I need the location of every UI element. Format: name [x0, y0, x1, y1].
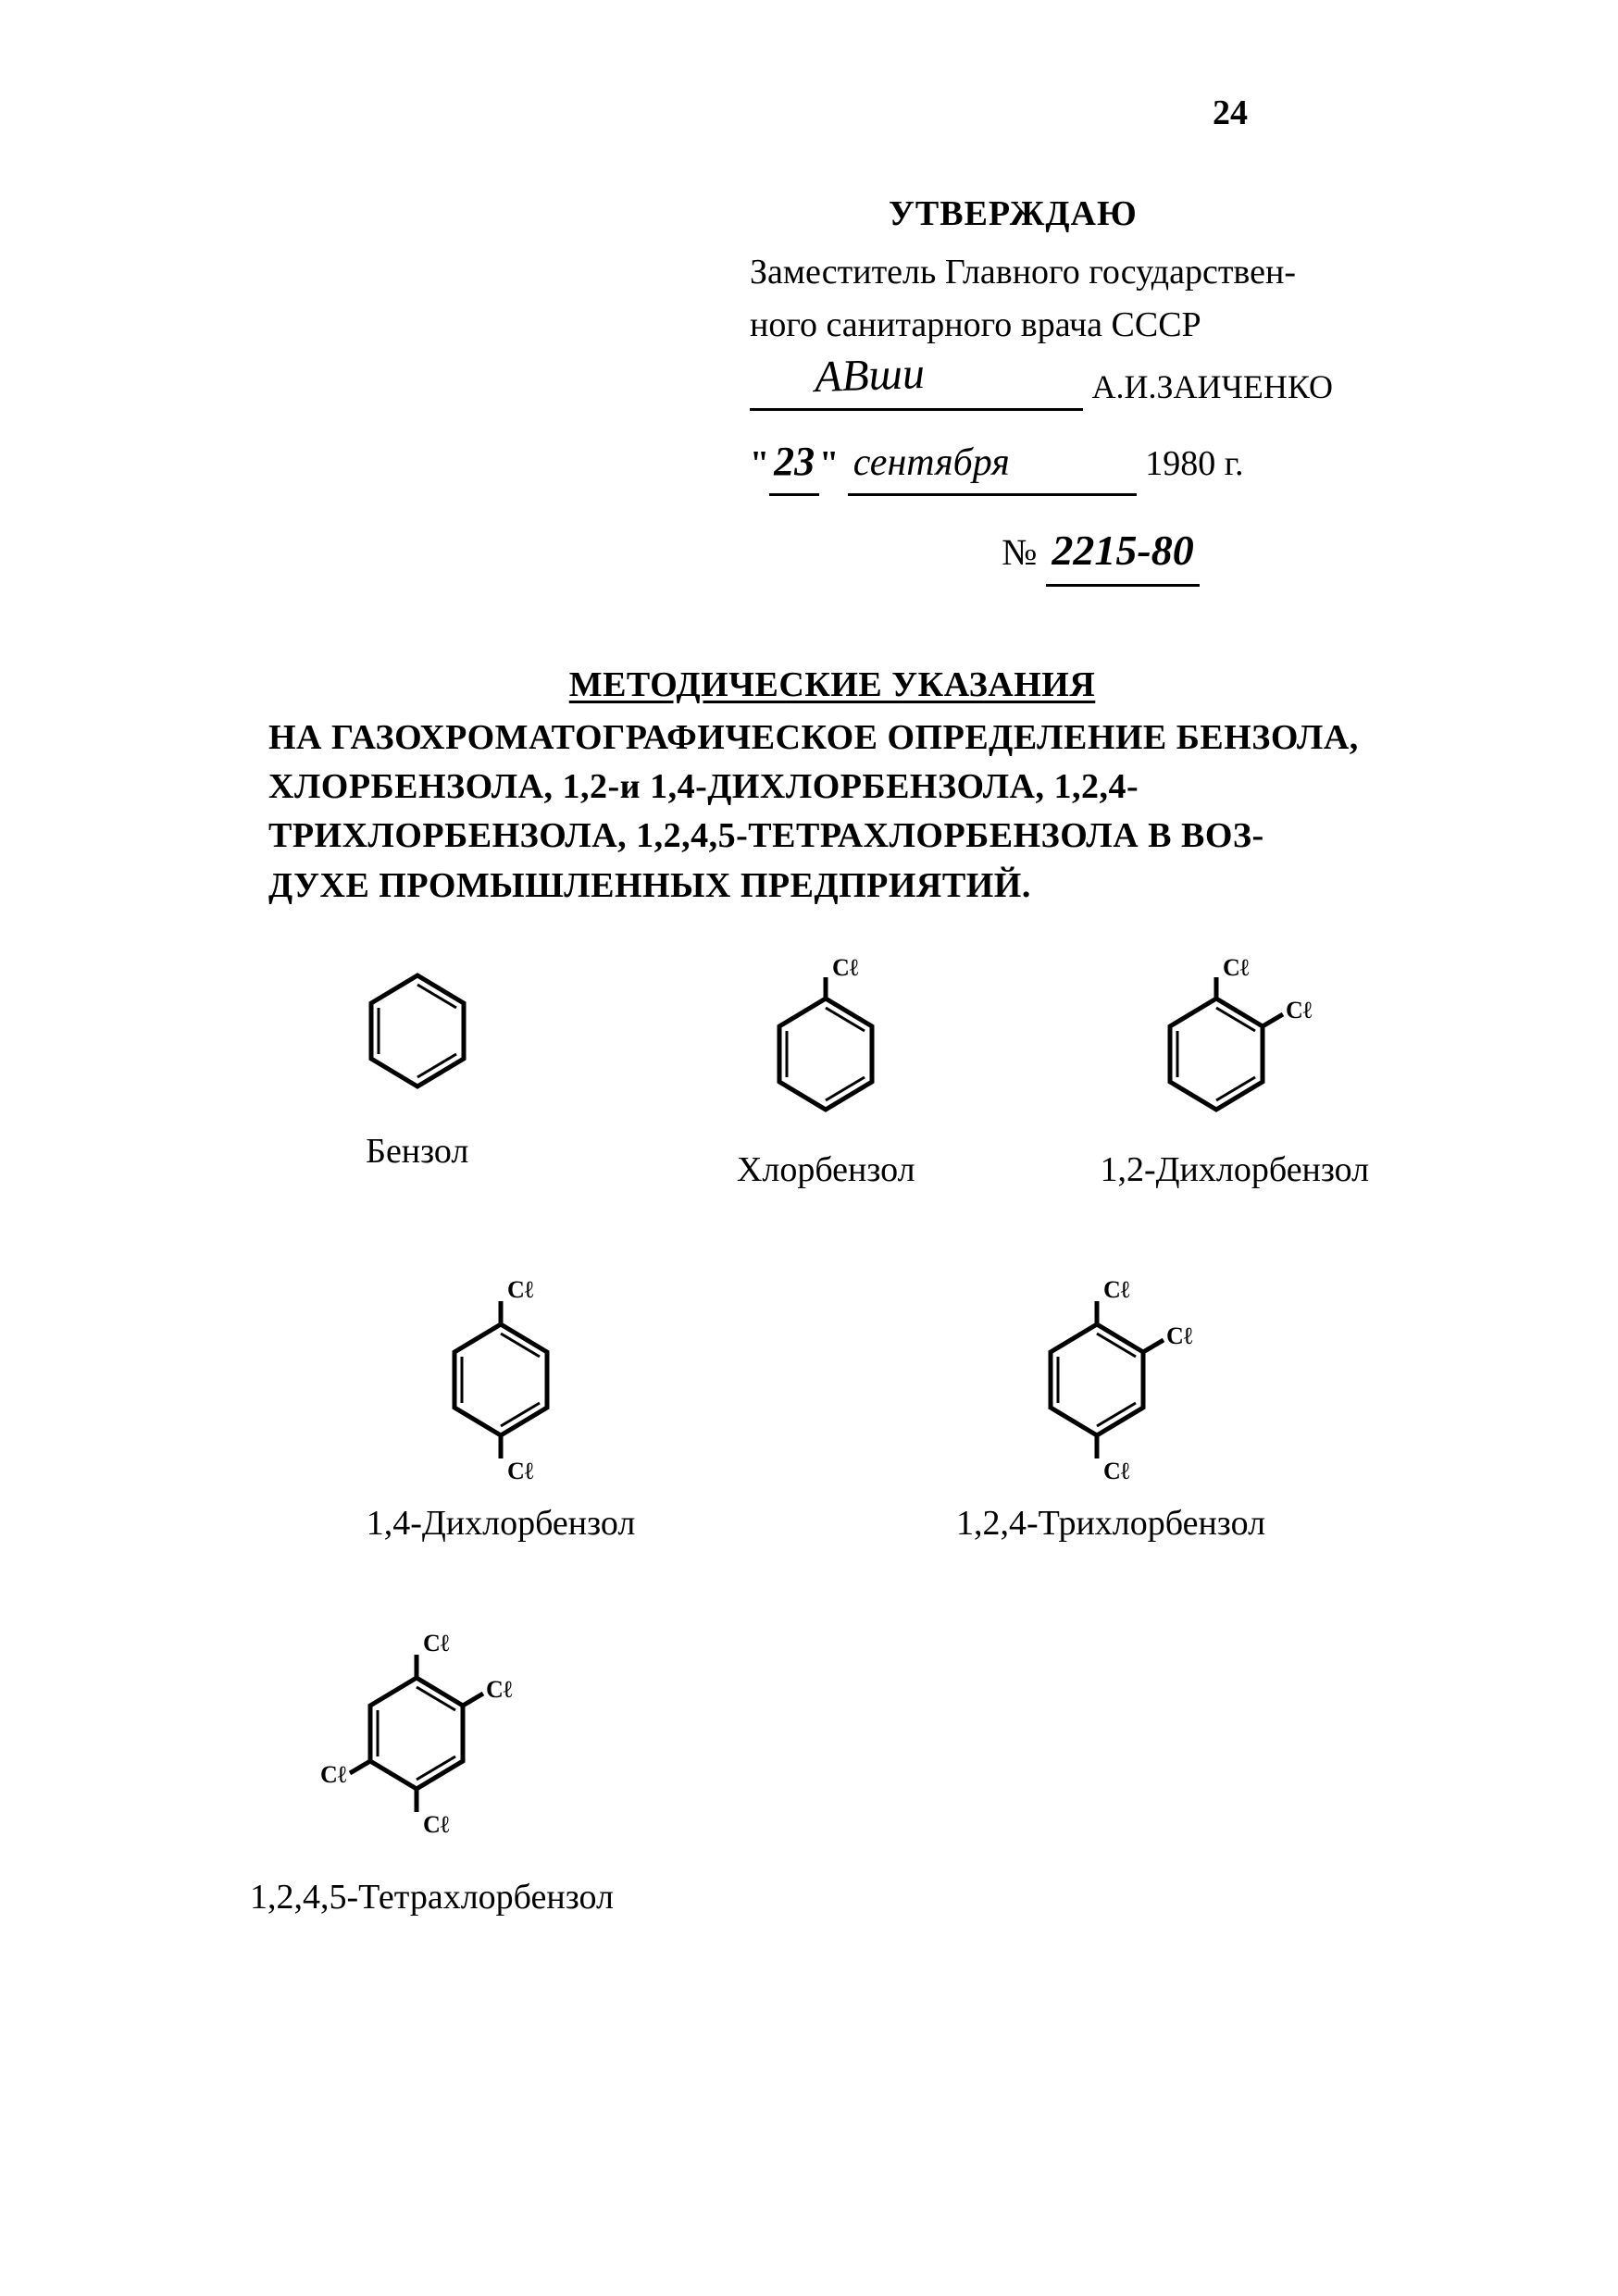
cl-substituent-2: Cℓ [507, 1458, 534, 1484]
signature-rule [750, 408, 1083, 411]
cl-substituent-1: Cℓ [423, 1630, 450, 1657]
chlorobenzene-structure: Cℓ [747, 957, 904, 1133]
doc-number-line: № 2215-80 [750, 520, 1451, 587]
date-day: 23 [769, 432, 819, 496]
document-page: 24 УТВЕРЖДАЮ Заместитель Главного госуда… [0, 0, 1618, 2066]
date-year: 1980 г. [1145, 444, 1243, 483]
signature-line: АВши А.И.ЗАИЧЕНКО [750, 360, 1451, 416]
title-line-1: МЕТОДИЧЕСКИЕ УКАЗАНИЯ [213, 661, 1451, 710]
dcb12-structure: Cℓ Cℓ [1142, 957, 1327, 1133]
tcb124-structure: Cℓ Cℓ Cℓ [1014, 1273, 1208, 1486]
cl-substituent-1: Cℓ [1223, 957, 1250, 981]
doc-number: 2215-80 [1046, 520, 1199, 587]
tcb124-label: 1,2,4-Трихлорбензол [956, 1503, 1265, 1544]
chlorobenzene-label: Хлорбензол [737, 1149, 915, 1190]
cl-substituent-3: Cℓ [1103, 1458, 1130, 1484]
cl-substituent-3: Cℓ [423, 1811, 450, 1838]
cl-substituent: Cℓ [832, 957, 859, 981]
title-line-3: ХЛОРБЕНЗОЛА, 1,2-и 1,4-ДИХЛОРБЕНЗОЛА, 1,… [213, 763, 1451, 812]
signature-name: А.И.ЗАИЧЕНКО [1092, 368, 1334, 405]
molecule-124-trichlorobenzene: Cℓ Cℓ Cℓ 1,2,4-Трихлорбензол [770, 1273, 1451, 1544]
molecules-row-3: Cℓ Cℓ Cℓ Cℓ 1,2,4,5-Тетрахлорбензол [213, 1627, 1451, 1973]
molecule-1245-tetrachlorobenzene: Cℓ Cℓ Cℓ Cℓ 1,2,4,5-Тетрахлорбензол [213, 1627, 770, 1917]
page-number: 24 [213, 93, 1451, 133]
molecule-chlorobenzene: Cℓ Хлорбензол [622, 957, 1031, 1190]
approval-position-1: Заместитель Главного государствен- [750, 247, 1451, 298]
tecb1245-label: 1,2,4,5-Тетрахлорбензол [250, 1877, 614, 1917]
molecule-14-dichlorobenzene: Cℓ Cℓ 1,4-Дихлорбензол [213, 1273, 770, 1544]
title-line-4: ТРИХЛОРБЕНЗОЛА, 1,2,4,5-ТЕТРАХЛОРБЕНЗОЛА… [213, 812, 1451, 861]
cl-substituent-4: Cℓ [320, 1761, 347, 1788]
cl-substituent-2: Cℓ [1166, 1322, 1193, 1349]
cl-substituent-1: Cℓ [1103, 1276, 1130, 1303]
tecb1245-structure: Cℓ Cℓ Cℓ Cℓ [305, 1627, 528, 1840]
cl-substituent-1: Cℓ [507, 1276, 534, 1303]
doc-number-prefix: № [1002, 531, 1037, 573]
cl-substituent-2: Cℓ [486, 1676, 513, 1703]
signature-handwriting: АВши [814, 341, 926, 410]
approval-date: "23" сентября 1980 г. [750, 432, 1451, 496]
document-title: МЕТОДИЧЕСКИЕ УКАЗАНИЯ НА ГАЗОХРОМАТОГРАФ… [213, 661, 1451, 911]
date-month: сентября [848, 435, 1137, 496]
title-line-2: НА ГАЗОХРОМАТОГРАФИЧЕСКОЕ ОПРЕДЕЛЕНИЕ БЕ… [213, 714, 1451, 763]
dcb14-structure: Cℓ Cℓ [422, 1273, 579, 1486]
cl-substituent-2: Cℓ [1286, 997, 1313, 1024]
molecule-12-dichlorobenzene: Cℓ Cℓ 1,2-Дихлорбензол [1030, 957, 1439, 1190]
benzene-label: Бензол [366, 1131, 468, 1172]
molecules-row-1: Бензол Cℓ Хлорбензол [213, 957, 1451, 1246]
molecules-row-2: Cℓ Cℓ 1,4-Дихлорбензол Cℓ Cℓ Cℓ [213, 1273, 1451, 1599]
approval-title: УТВЕРЖДАЮ [889, 189, 1451, 240]
benzene-structure [348, 957, 487, 1114]
approval-block: УТВЕРЖДАЮ Заместитель Главного государст… [750, 189, 1451, 587]
title-line-5: ДУХЕ ПРОМЫШЛЕННЫХ ПРЕДПРИЯТИЙ. [213, 862, 1451, 911]
dcb14-label: 1,4-Дихлорбензол [367, 1503, 636, 1544]
dcb12-label: 1,2-Дихлорбензол [1100, 1149, 1369, 1190]
molecule-benzene: Бензол [213, 957, 622, 1190]
